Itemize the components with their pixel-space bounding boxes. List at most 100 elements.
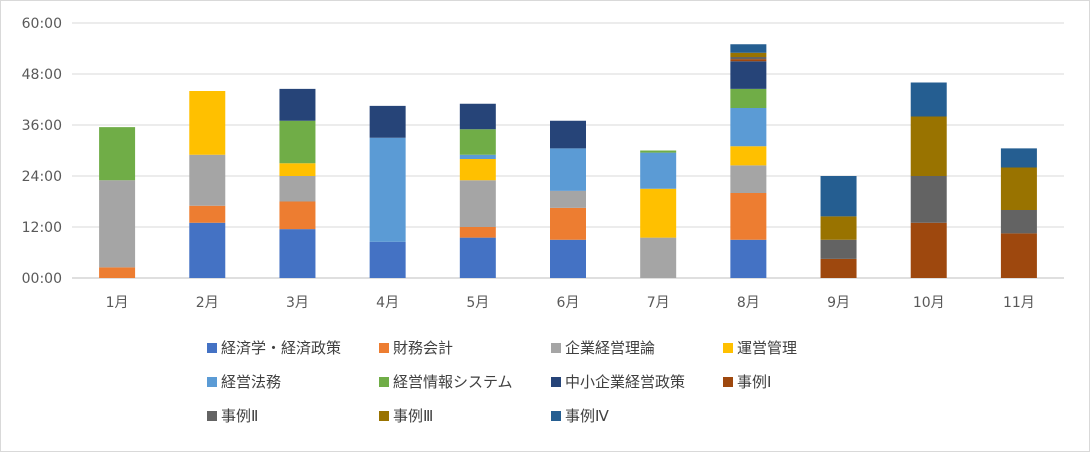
bar-segment [730,146,767,166]
bars [99,44,1037,278]
bar-segment [910,82,947,117]
bar-segment [99,127,136,181]
x-tick-label: 6月 [557,295,580,311]
bar-segment [910,222,947,278]
bar-segment [459,227,496,238]
legend-label: 経営情報システム [393,373,513,391]
bar-segment [730,61,767,89]
bar-segment [189,222,226,278]
x-tick-label: 8月 [737,295,760,311]
x-tick-label: 2月 [196,295,219,311]
legend-label: 事例Ⅰ [737,373,771,391]
bar-segment [730,57,767,60]
legend-label: 企業経営理論 [565,339,655,357]
bar-segment [550,148,586,191]
legend-swatch [723,343,733,353]
legend-swatch [551,377,561,387]
x-tick-label: 9月 [827,295,850,311]
bar-segment [279,229,316,278]
bar-segment [640,188,677,238]
x-tick-label: 4月 [376,295,399,311]
bar-segment [730,239,767,278]
y-tick-label: 12:00 [22,220,62,236]
bar-segment [550,120,586,149]
bar-segment [99,267,136,278]
bar-segment [730,193,767,240]
bar-segment [550,239,586,278]
bar-segment [550,190,586,208]
bar-segment [459,154,496,159]
legend-label: 事例Ⅲ [393,407,433,425]
legend-swatch [379,377,389,387]
bar-segment [820,239,857,259]
bar-segment [459,237,496,278]
bar-segment [279,201,316,230]
bar-segment [279,88,316,121]
legend-swatch [551,343,561,353]
bar-segment [730,165,767,193]
y-axis: 00:00 12:00 24:00 36:00 48:00 60:00 [22,16,62,287]
legend-label: 運営管理 [737,339,797,357]
legend-swatch [207,377,217,387]
bar-segment [550,207,586,240]
bar-segment [279,176,316,202]
bar-segment [640,237,677,278]
x-axis: 1月 2月 3月 4月 5月 6月 7月 8月 9月 10月 11月 [106,295,1035,311]
legend-label: 財務会計 [393,339,453,357]
bar-segment [640,152,677,189]
x-tick-label: 5月 [466,295,489,311]
legend-swatch [379,411,389,421]
bar-segment [1000,210,1037,234]
legend-label: 中小企業経営政策 [565,373,685,391]
bar-segment [820,258,857,278]
bar-segment [730,108,767,147]
legend-label: 経営法務 [221,373,281,391]
legend-swatch [551,411,561,421]
y-tick-label: 60:00 [22,16,62,32]
bar-segment [730,44,767,53]
legend-label: 事例Ⅱ [221,407,258,425]
bar-segment [369,241,406,278]
bar-segment [189,91,226,155]
bar-segment [369,105,406,138]
bar-segment [189,154,226,206]
bar-segment [730,88,767,108]
bar-segment [820,176,857,217]
bar-segment [820,216,857,240]
bar-segment [459,159,496,181]
bar-segment [459,103,496,130]
x-tick-label: 11月 [1003,295,1035,311]
y-tick-label: 48:00 [22,67,62,83]
bar-segment [730,52,767,57]
legend-swatch [207,411,217,421]
bar-segment [1000,148,1037,168]
bar-segment [459,180,496,227]
x-tick-label: 3月 [286,295,309,311]
bar-segment [99,180,136,268]
y-tick-label: 36:00 [22,118,62,134]
x-tick-label: 1月 [106,295,129,311]
legend-label: 事例Ⅳ [565,407,609,425]
bar-segment [910,176,947,223]
bar-segment [369,137,406,242]
bar-segment [189,205,226,223]
bar-segment [730,59,767,62]
bar-segment [1000,167,1037,210]
y-tick-label: 24:00 [22,169,62,185]
bar-segment [910,116,947,176]
y-tick-label: 00:00 [22,271,62,287]
legend-swatch [379,343,389,353]
bar-segment [1000,233,1037,278]
legend-swatch [207,343,217,353]
x-tick-label: 7月 [647,295,670,311]
x-tick-label: 10月 [913,295,945,311]
bar-segment [640,150,677,153]
bar-segment [279,163,316,176]
legend-swatch [723,377,733,387]
bar-segment [279,120,316,164]
legend-label: 経済学・経済政策 [221,339,341,357]
bar-segment [459,129,496,155]
